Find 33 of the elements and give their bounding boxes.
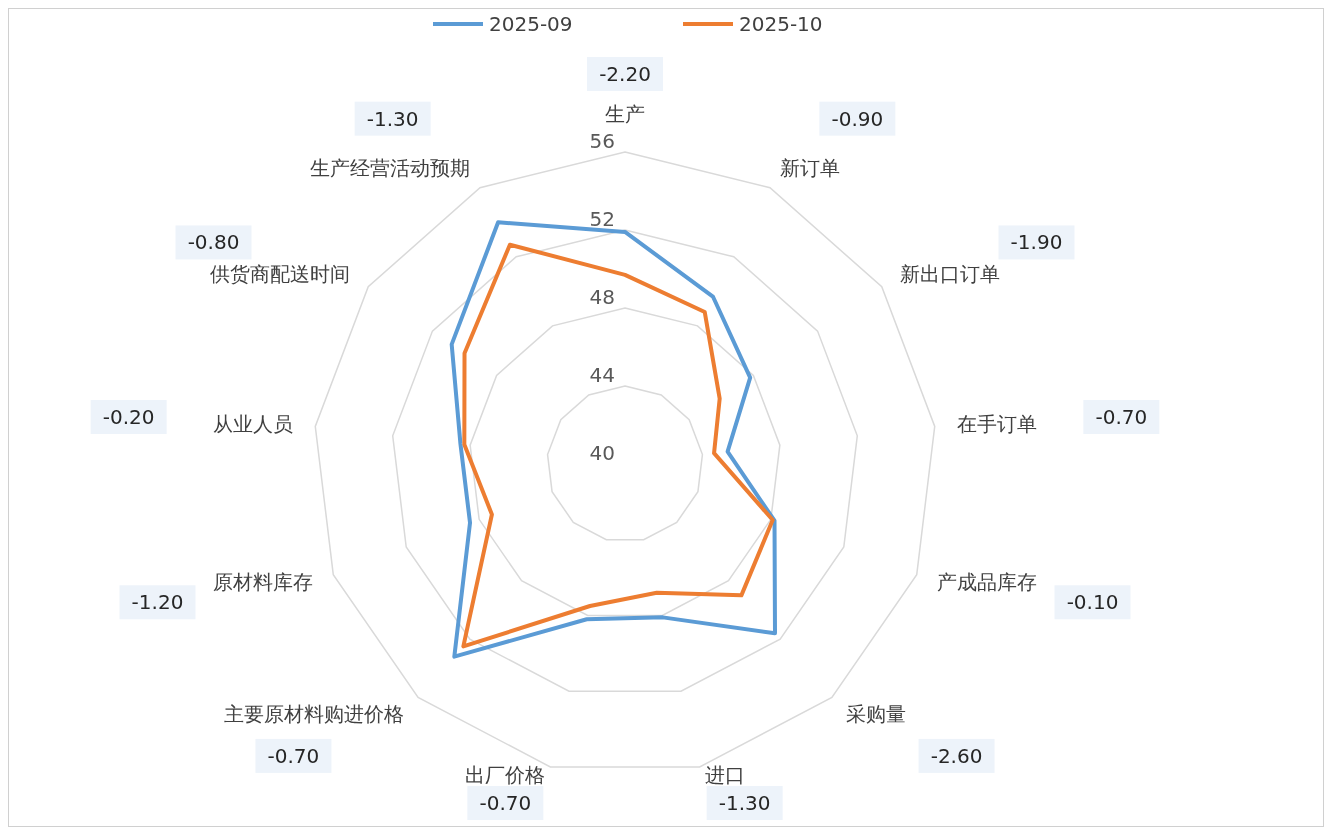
y-tick-label: 56 [589, 129, 615, 153]
spoke-label: 原材料库存 [212, 570, 313, 595]
text: -0.10 [1066, 590, 1119, 615]
spoke-label: 生产经营活动预期 [309, 156, 470, 181]
text: -1.20 [131, 590, 184, 615]
text: -0.80 [187, 230, 240, 255]
text: -0.70 [479, 791, 532, 815]
spoke-label: 新出口订单 [899, 262, 1000, 287]
spoke-label: 新订单 [780, 156, 841, 181]
y-tick-label: 44 [589, 363, 615, 387]
spoke-label: 在手订单 [956, 411, 1037, 436]
text: -1.90 [1010, 230, 1063, 255]
text: -0.90 [831, 106, 884, 131]
spoke-label: 进口 [704, 762, 745, 787]
legend-label: 2025-10 [739, 12, 823, 36]
spoke-label: 供货商配送时间 [210, 262, 351, 287]
spoke-label: 从业人员 [213, 411, 294, 436]
spoke-label: 采购量 [846, 702, 907, 726]
spoke-label: 主要原材料购进价格 [223, 702, 404, 726]
text: -1.30 [366, 106, 419, 131]
text: -0.70 [1095, 404, 1148, 429]
text: -2.20 [599, 62, 651, 86]
text: -0.20 [102, 404, 155, 429]
spoke-label: 生产 [605, 102, 645, 126]
spoke-label: 产成品库存 [937, 570, 1038, 595]
spoke-label: 出厂价格 [465, 762, 546, 787]
text: -1.30 [718, 791, 771, 815]
y-tick-label: 52 [589, 207, 615, 231]
text: -0.70 [267, 743, 320, 768]
legend-label: 2025-09 [489, 12, 573, 36]
y-tick-label: 40 [589, 441, 615, 465]
y-tick-label: 48 [589, 285, 615, 309]
text: -2.60 [930, 743, 983, 768]
